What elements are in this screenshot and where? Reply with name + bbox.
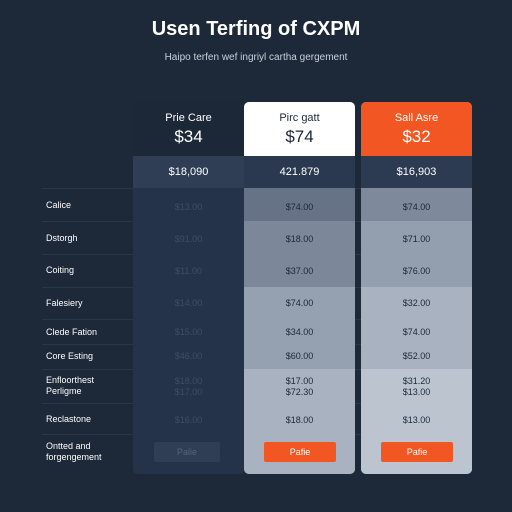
- plan-header: Pirc gatt $74: [244, 102, 355, 156]
- plan-value: $14.00: [174, 298, 203, 308]
- select-plan-button[interactable]: Palie: [154, 442, 220, 462]
- plan-value: $37.00: [285, 266, 314, 276]
- plan-value: $74.00: [285, 298, 314, 308]
- row-band: [244, 188, 355, 221]
- row-band: [361, 221, 472, 287]
- row-band: [361, 287, 472, 369]
- feature-label: Ontted and forgengement: [46, 441, 102, 462]
- plan-value: $74.00: [402, 202, 431, 212]
- feature-label: Falesiery: [46, 298, 83, 308]
- select-plan-button[interactable]: Pafie: [381, 442, 453, 462]
- plan-name: Sall Asre: [394, 112, 439, 124]
- plan-value: $17.00 $72.30: [285, 376, 314, 397]
- feature-label: Calice: [46, 200, 72, 210]
- plan-value: $13.00: [174, 202, 203, 212]
- plan-subprice: 421.879: [244, 156, 355, 188]
- plan-value: $76.00: [402, 266, 431, 276]
- plan-value: $18.00 $17.00: [174, 376, 203, 397]
- plan-value: $15.00: [174, 327, 203, 337]
- plan-price: $32: [402, 127, 431, 146]
- plan-value: $91.00: [174, 234, 203, 244]
- feature-label: Dstorgh: [46, 233, 78, 243]
- plan-value: $16.00: [174, 415, 203, 425]
- plan-column-sall-asre: Sall Asre $32 $16,903 $74.00 $71.00 $76.…: [361, 102, 472, 474]
- row-band: [244, 221, 355, 287]
- plan-value: $32.00: [402, 298, 431, 308]
- plan-name: Prie Care: [165, 112, 212, 124]
- plan-value: $74.00: [285, 202, 314, 212]
- plan-value: $46.00: [174, 351, 203, 361]
- feature-label: Coiting: [46, 265, 75, 275]
- row-band: [244, 287, 355, 369]
- plan-value: $52.00: [402, 351, 431, 361]
- plan-value: $60.00: [285, 351, 314, 361]
- feature-label: Core Esting: [46, 351, 94, 361]
- plan-column-pirc-gatt: Pirc gatt $74 421.879 $74.00 $18.00 $37.…: [244, 102, 355, 474]
- plan-value: $34.00: [285, 327, 314, 337]
- plan-price: $34: [174, 127, 203, 146]
- plan-subprice: $16,903: [361, 156, 472, 188]
- select-plan-button[interactable]: Pafie: [264, 442, 336, 462]
- plan-name: Pirc gatt: [279, 112, 320, 124]
- plan-value: $74.00: [402, 327, 431, 337]
- page-subtitle: Haipo terfen wef ingriyl cartha gergemen…: [164, 52, 348, 63]
- plan-column-prie-care: Prie Care $34 $18,090 $13.00 $91.00 $11.…: [133, 102, 244, 474]
- plan-price: $74: [285, 127, 314, 146]
- plan-value: $13.00: [402, 415, 431, 425]
- feature-label: Reclastone: [46, 414, 92, 424]
- plan-value: $31.20 $13.00: [402, 376, 431, 397]
- plan-value: $18.00: [285, 234, 314, 244]
- plan-value: $71.00: [402, 234, 431, 244]
- plan-subprice: $18,090: [133, 156, 244, 188]
- feature-label: Clede Fation: [46, 327, 98, 337]
- plan-header: Prie Care $34: [133, 102, 244, 156]
- plan-header: Sall Asre $32: [361, 102, 472, 156]
- row-band: [361, 188, 472, 221]
- feature-label: Enfloorthest Perligme: [46, 375, 95, 396]
- plan-value: $11.00: [175, 266, 202, 276]
- plan-value: $18.00: [285, 415, 314, 425]
- page-title: Usen Terfing of CXPM: [151, 18, 361, 40]
